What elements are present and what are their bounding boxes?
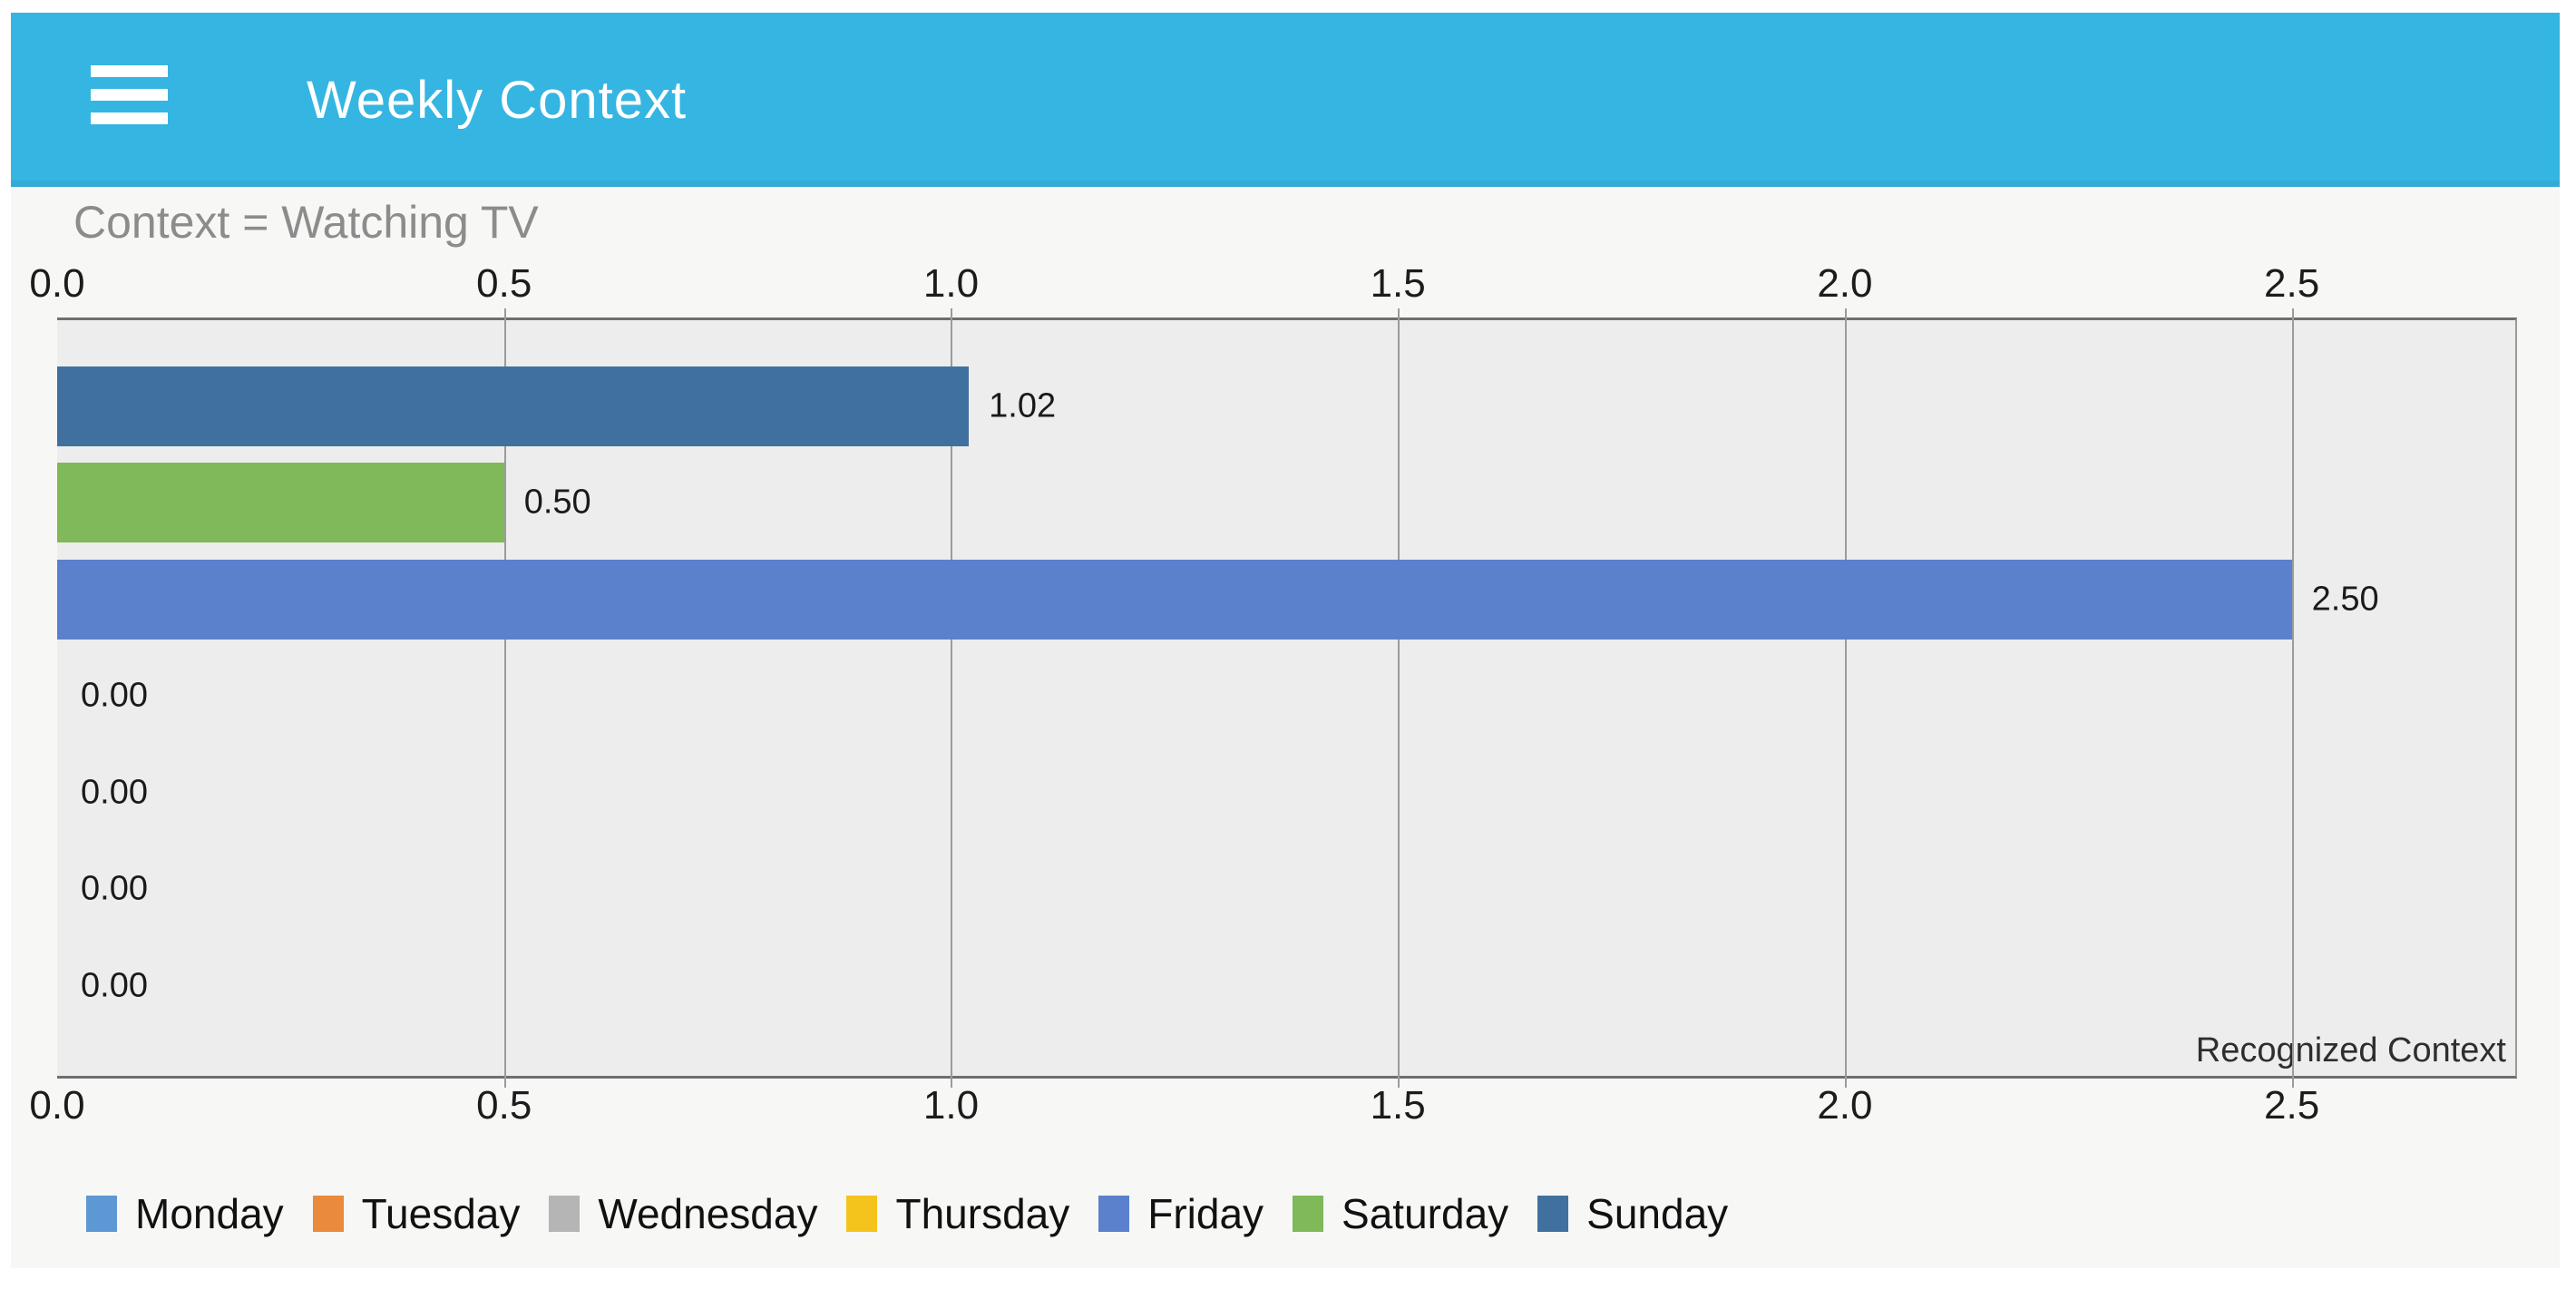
- legend-label: Monday: [135, 1190, 284, 1237]
- bar-sunday[interactable]: [57, 366, 970, 446]
- legend-swatch-monday: [86, 1196, 117, 1232]
- hamburger-menu-icon[interactable]: [91, 65, 168, 124]
- legend-label: Thursday: [895, 1190, 1070, 1237]
- legend-label: Saturday: [1342, 1190, 1509, 1237]
- x-tick-top: 0.5: [476, 261, 532, 306]
- bar-value-monday: 0.00: [81, 966, 148, 1004]
- legend-item-tuesday: Tuesday: [312, 1189, 521, 1238]
- hamburger-bar: [91, 65, 168, 77]
- legend-item-wednesday: Wednesday: [549, 1189, 817, 1238]
- x-tick-bottom: 2.5: [2264, 1083, 2320, 1128]
- x-tick-top: 2.5: [2264, 261, 2320, 306]
- bar-saturday[interactable]: [57, 463, 504, 542]
- gridline: [1845, 308, 1847, 1088]
- x-tick-bottom: 1.5: [1370, 1083, 1426, 1128]
- legend-swatch-tuesday: [312, 1196, 344, 1232]
- legend-swatch-thursday: [846, 1196, 878, 1232]
- bar-value-tuesday: 0.00: [81, 869, 148, 908]
- legend-item-friday: Friday: [1098, 1189, 1264, 1238]
- legend-item-thursday: Thursday: [846, 1189, 1069, 1238]
- legend-item-saturday: Saturday: [1293, 1189, 1508, 1238]
- gridline: [951, 308, 952, 1088]
- app-title: Weekly Context: [307, 70, 688, 130]
- x-tick-top: 2.0: [1817, 261, 1873, 306]
- hamburger-bar: [91, 112, 168, 124]
- legend-item-monday: Monday: [86, 1189, 284, 1238]
- bar-value-friday: 2.50: [2311, 580, 2379, 618]
- x-tick-top: 1.5: [1370, 261, 1426, 306]
- chart-subtitle: Context = Watching TV: [73, 197, 539, 248]
- bar-value-saturday: 0.50: [523, 483, 591, 522]
- x-axis-top: 0.0 0.5 1.0 1.5 2.0 2.5: [29, 261, 2515, 312]
- legend-swatch-sunday: [1537, 1196, 1569, 1232]
- legend-swatch-friday: [1098, 1196, 1130, 1232]
- bar-value-sunday: 1.02: [989, 386, 1057, 425]
- legend-label: Friday: [1147, 1190, 1264, 1237]
- x-tick-bottom: 0.0: [29, 1083, 85, 1128]
- gridline: [2292, 308, 2294, 1088]
- gridline: [1398, 308, 1400, 1088]
- x-axis-bottom: 0.0 0.5 1.0 1.5 2.0 2.5: [29, 1083, 2515, 1134]
- legend-item-sunday: Sunday: [1537, 1189, 1728, 1238]
- legend-swatch-saturday: [1293, 1196, 1324, 1232]
- legend-label: Tuesday: [361, 1190, 521, 1237]
- bar-value-thursday: 0.00: [81, 676, 148, 715]
- x-tick-bottom: 0.5: [476, 1083, 532, 1128]
- plot-area: Recognized Context 1.02 0.50 2.50 0.00 0.00 0…: [57, 308, 2517, 1088]
- legend-label: Sunday: [1586, 1190, 1729, 1237]
- legend-label: Wednesday: [598, 1190, 818, 1237]
- gridline: [504, 308, 506, 1088]
- bar-value-wednesday: 0.00: [81, 773, 148, 811]
- hamburger-bar: [91, 89, 168, 101]
- x-tick-top: 1.0: [922, 261, 980, 306]
- axis-annotation: Recognized Context: [2195, 1031, 2506, 1069]
- bar-friday[interactable]: [57, 559, 2292, 640]
- legend-swatch-wednesday: [549, 1196, 581, 1232]
- x-tick-top: 0.0: [29, 261, 85, 306]
- chart-panel: Context = Watching TV 0.0 0.5 1.0 1.5 2.0 2.5…: [11, 187, 2560, 1268]
- x-tick-bottom: 1.0: [922, 1083, 980, 1128]
- app-bar: Weekly Context: [11, 13, 2560, 187]
- x-tick-bottom: 2.0: [1817, 1083, 1873, 1128]
- legend: Monday Tuesday Wednesday Thursday Friday Satu…: [86, 1187, 1757, 1241]
